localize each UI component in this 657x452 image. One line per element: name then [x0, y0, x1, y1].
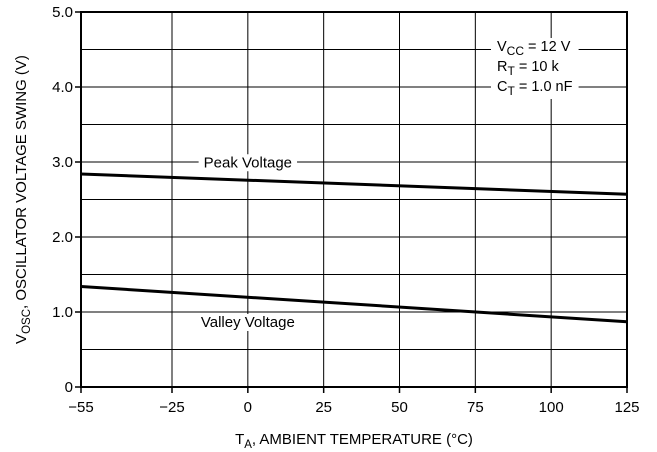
x-tick-label: 75 [467, 399, 484, 416]
y-axis-title-subscript: OSC [21, 309, 33, 334]
series-line-peak-voltage [80, 172, 628, 196]
condition-symbol: V [497, 39, 507, 55]
condition-symbol: R [497, 59, 507, 75]
condition-line: VCC = 12 V [497, 39, 571, 58]
peak-voltage-label-background [198, 154, 298, 172]
condition-line: RT = 10 k [497, 59, 560, 78]
y-tick-label: 1.0 [52, 304, 73, 321]
x-tick-label: 25 [315, 399, 332, 416]
x-tick-label: 50 [391, 399, 408, 416]
condition-subscript: CC [507, 44, 525, 58]
x-tick-label: −55 [68, 399, 93, 416]
x-tick-label: 125 [614, 399, 639, 416]
condition-line: CT = 1.0 nF [497, 79, 573, 98]
y-tick-label: 5.0 [52, 4, 73, 21]
y-tick-label: 4.0 [52, 79, 73, 96]
condition-subscript: T [507, 64, 515, 78]
series-line-valley-voltage [80, 285, 628, 324]
x-tick-label: 0 [244, 399, 252, 416]
condition-value: = 10 k [515, 59, 560, 75]
condition-symbol: C [497, 79, 507, 95]
y-tick-label: 2.0 [52, 229, 73, 246]
condition-value: = 1.0 nF [515, 79, 573, 95]
peak-voltage-label: Peak Voltage [204, 154, 292, 171]
series-lines [80, 172, 628, 324]
plot-frame [80, 11, 628, 388]
x-axis-title-rest: , AMBIENT TEMPERATURE (°C) [252, 431, 473, 448]
y-axis-title: VOSC, OSCILLATOR VOLTAGE SWING (V) [13, 55, 33, 344]
conditions-note-background [491, 38, 579, 99]
x-tick-label: 100 [539, 399, 564, 416]
conditions-note: VCC = 12 VRT = 10 kCT = 1.0 nF [497, 39, 573, 98]
x-axis-title-main: T [235, 431, 244, 448]
axis-ticks: −55 −25 0 25 50 75 100 125 0 1.0 2.0 3.0 4.0 5.0 [52, 4, 639, 416]
condition-value: = 12 V [524, 39, 571, 55]
valley-voltage-label-background [195, 314, 300, 331]
y-tick-label: 0 [65, 379, 73, 396]
y-tick-label: 3.0 [52, 154, 73, 171]
x-tick-label: −25 [159, 399, 184, 416]
x-axis-title: TA, AMBIENT TEMPERATURE (°C) [235, 431, 473, 451]
grid [80, 11, 628, 388]
x-axis-title-subscript: A [244, 439, 252, 451]
condition-subscript: T [507, 84, 515, 98]
y-axis-title-rest: , OSCILLATOR VOLTAGE SWING (V) [13, 55, 30, 309]
valley-voltage-label: Valley Voltage [201, 314, 295, 331]
y-axis-title-main: V [13, 334, 30, 344]
